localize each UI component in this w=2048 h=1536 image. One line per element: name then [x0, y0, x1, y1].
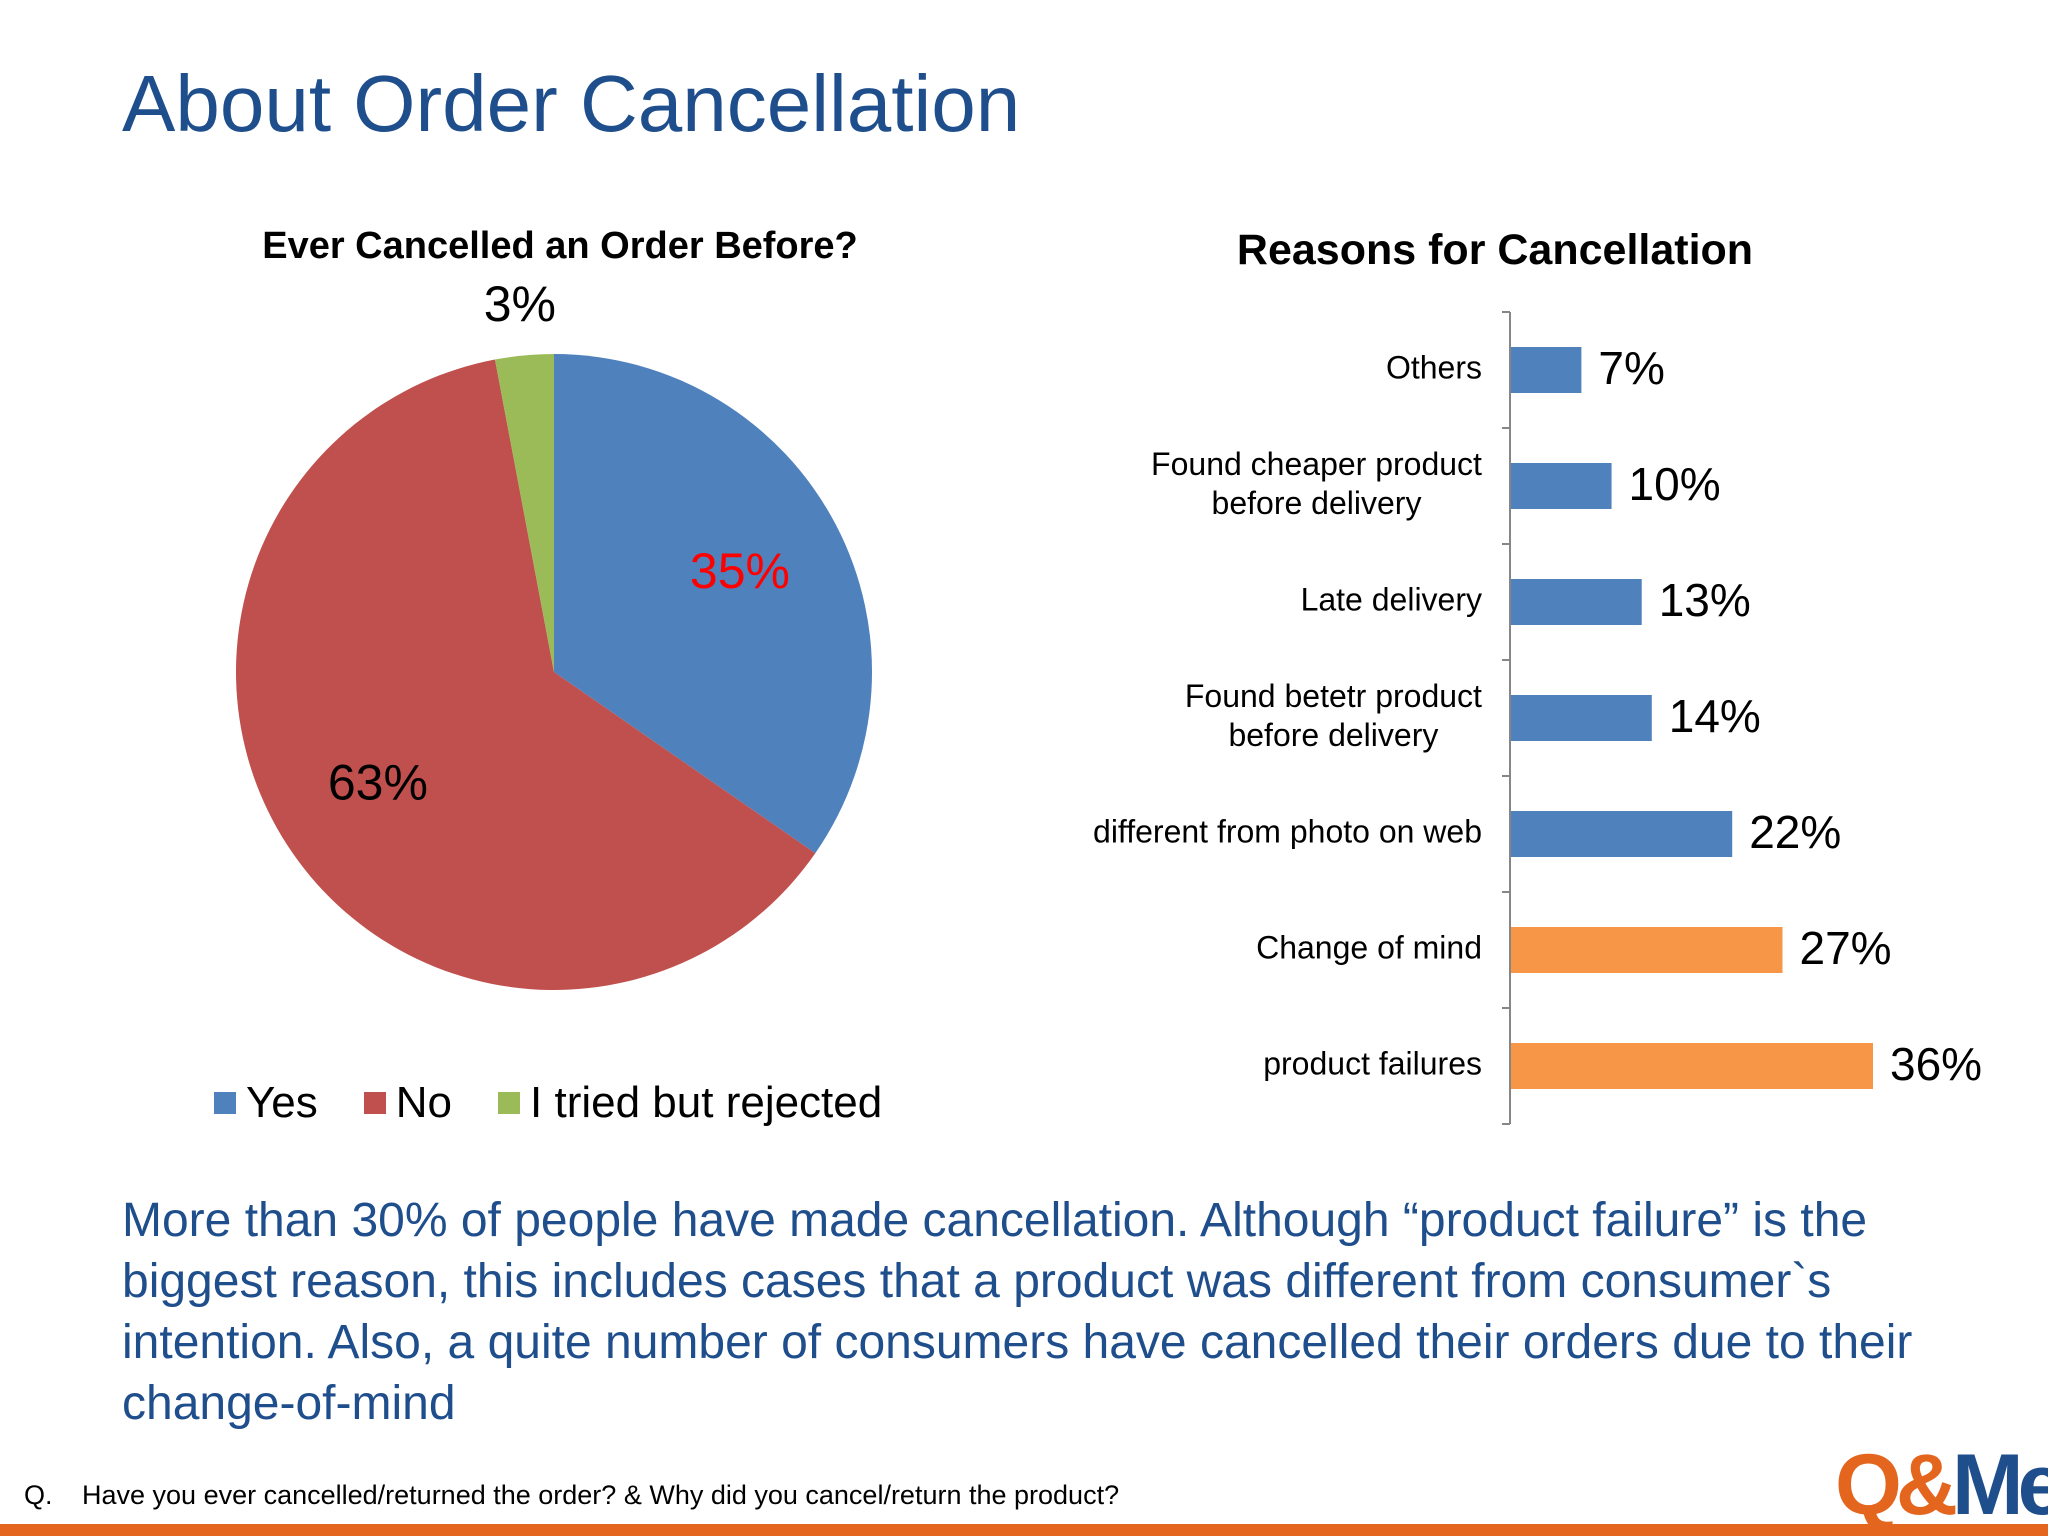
- bottom-accent-bar: [0, 1524, 2048, 1536]
- legend-item-yes: Yes: [214, 1078, 318, 1128]
- company-logo: Q&Me: [1835, 1440, 2048, 1530]
- bar-category-label: Found betetr product before delivery: [1185, 678, 1482, 753]
- bar-3: [1511, 695, 1652, 741]
- bar-4: [1511, 811, 1733, 857]
- bar-chart: 7% Others 10% Found cheaper product before d…: [1093, 311, 1982, 1125]
- legend-swatch-yes: [214, 1092, 236, 1114]
- bar-category-label: different from photo on web: [1093, 813, 1482, 849]
- bar-category-label: Change of mind: [1256, 929, 1482, 965]
- bar-0: [1511, 347, 1582, 393]
- bar-value-label: 14%: [1669, 690, 1761, 742]
- bar-category-label: Found cheaper product before delivery: [1151, 446, 1482, 521]
- footnote: Q. Have you ever cancelled/returned the o…: [24, 1480, 1119, 1511]
- slide-title: About Order Cancellation: [122, 59, 1021, 148]
- legend-swatch-no: [363, 1092, 386, 1114]
- bar-value-label: 10%: [1629, 458, 1721, 510]
- bar-value-label: 13%: [1659, 574, 1751, 626]
- footnote-prefix: Q.: [24, 1480, 53, 1510]
- summary-text: More than 30% of people have made cancel…: [122, 1194, 1913, 1430]
- logo-part-1: Q&: [1835, 1437, 1958, 1533]
- legend-label-rejected: I tried but rejected: [530, 1078, 883, 1127]
- legend-item-rejected: I tried but rejected: [498, 1078, 882, 1128]
- legend-swatch-rejected: [498, 1092, 521, 1114]
- legend-label-yes: Yes: [246, 1078, 318, 1127]
- logo-part-2: Me: [1952, 1437, 2048, 1533]
- bar-category-label: Late delivery: [1301, 581, 1482, 617]
- footnote-question: Have you ever cancelled/returned the ord…: [82, 1480, 1120, 1510]
- legend-item-no: No: [363, 1078, 453, 1128]
- pie-label-rejected: 3%: [484, 276, 556, 332]
- pie-chart-title: Ever Cancelled an Order Before?: [262, 225, 858, 267]
- bar-category-label: Others: [1386, 349, 1482, 385]
- bar-value-label: 7%: [1598, 342, 1664, 394]
- pie-slice-no: [235, 359, 816, 991]
- pie-label-yes: 35%: [690, 543, 790, 599]
- pie-slice-rejected: [494, 354, 554, 672]
- bar-2: [1511, 579, 1642, 625]
- pie-slice-yes: [554, 354, 872, 854]
- bar-5: [1511, 927, 1783, 973]
- pie-label-no: 63%: [328, 754, 428, 810]
- bar-1: [1511, 463, 1612, 509]
- bar-value-label: 27%: [1800, 922, 1892, 974]
- bar-value-label: 36%: [1890, 1038, 1982, 1090]
- legend-label-no: No: [395, 1078, 453, 1127]
- bar-category-label: product failures: [1263, 1045, 1482, 1081]
- pie-legend: Yes No I tried but rejected: [214, 1078, 928, 1128]
- bar-value-label: 22%: [1749, 806, 1841, 858]
- pie-chart: 35% 63% 3%: [235, 276, 872, 991]
- bar-6: [1511, 1043, 1873, 1089]
- bar-chart-title: Reasons for Cancellation: [1236, 226, 1754, 274]
